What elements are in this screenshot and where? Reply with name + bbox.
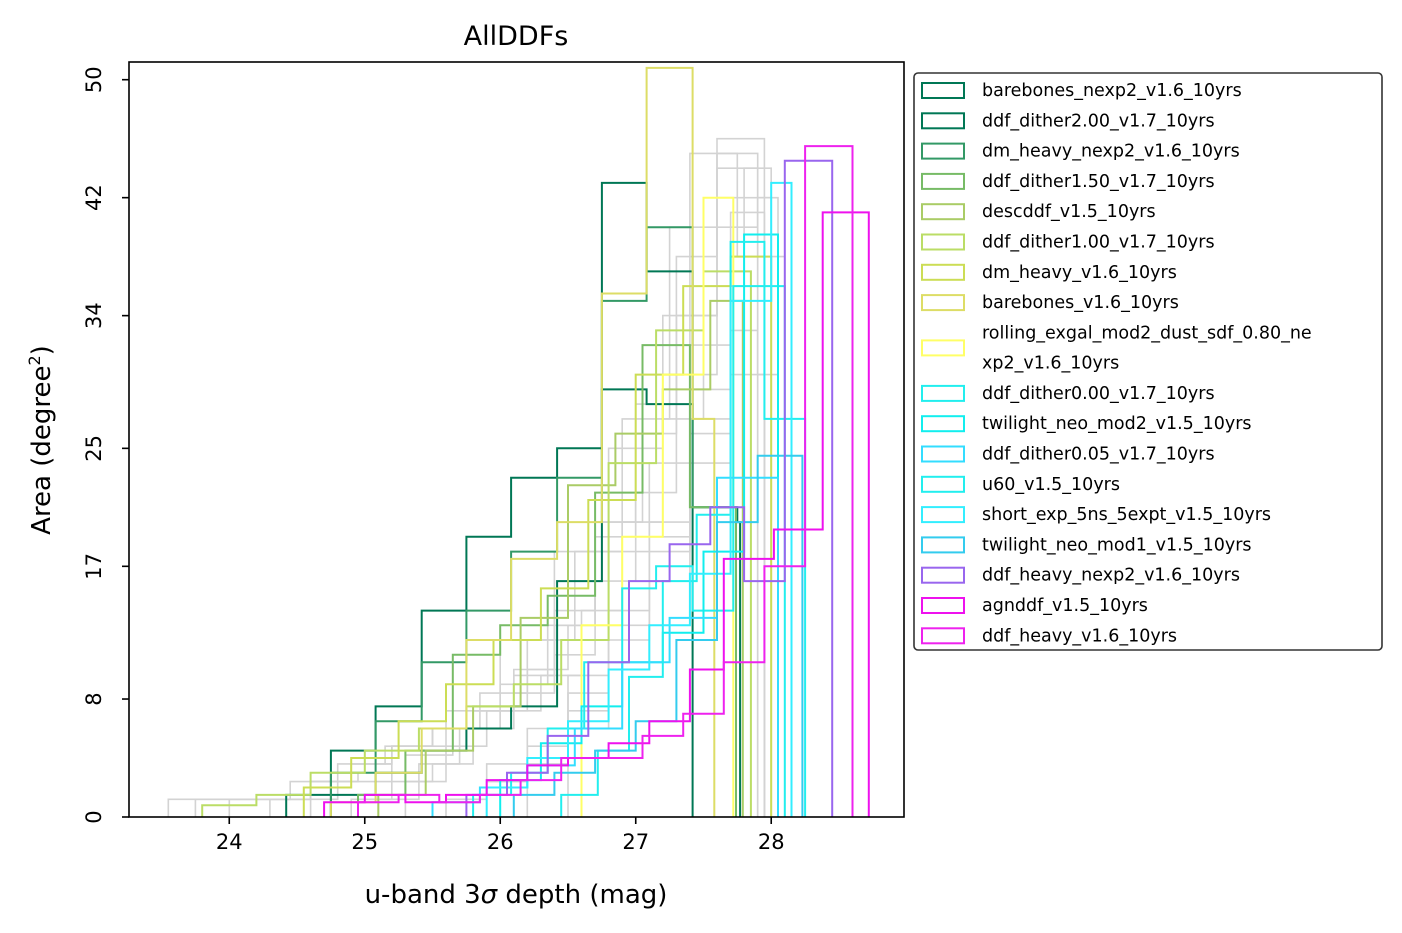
legend-label: dm_heavy_v1.6_10yrs bbox=[982, 263, 1177, 283]
legend-swatch bbox=[921, 445, 965, 463]
legend-item: ddf_heavy_v1.6_10yrs bbox=[921, 626, 1177, 646]
legend-item: ddf_dither0.00_v1.7_10yrs bbox=[921, 384, 1215, 404]
series-histogram-6 bbox=[302, 255, 773, 817]
legend-item: short_exp_5ns_5expt_v1.5_10yrs bbox=[921, 505, 1271, 525]
legend-label: twilight_neo_mod2_v1.5_10yrs bbox=[982, 414, 1252, 434]
y-axis-label-sup: 2 bbox=[25, 355, 44, 365]
legend-swatch bbox=[921, 384, 965, 402]
x-axis-label-prefix: u-band 3 bbox=[365, 880, 481, 910]
series-histogram-15 bbox=[465, 159, 834, 817]
legend-swatch bbox=[921, 597, 965, 614]
y-tick-label: 25 bbox=[82, 435, 106, 462]
legend-swatch bbox=[921, 566, 965, 584]
legend-label: ddf_dither0.05_v1.7_10yrs bbox=[982, 445, 1215, 465]
y-tick-label: 8 bbox=[82, 692, 106, 705]
legend-item: descddf_v1.5_10yrs bbox=[921, 202, 1156, 222]
legend-item: ddf_heavy_nexp2_v1.6_10yrs bbox=[921, 566, 1240, 586]
y-axis-label: Area (degree2) bbox=[25, 345, 57, 535]
legend-item: ddf_dither0.05_v1.7_10yrs bbox=[921, 445, 1215, 465]
y-tick-label: 17 bbox=[82, 553, 106, 580]
legend-item: rolling_exgal_mod2_dust_sdf_0.80_ne xp2_v… bbox=[921, 323, 1312, 373]
legend-swatch bbox=[921, 112, 965, 130]
legend-frame bbox=[913, 72, 1383, 651]
x-axis-label: u-band 3σ depth (mag) bbox=[365, 880, 668, 910]
legend-swatch bbox=[921, 339, 965, 357]
legend-label: descddf_v1.5_10yrs bbox=[982, 202, 1156, 222]
legend-item: dm_heavy_v1.6_10yrs bbox=[921, 263, 1177, 283]
legend: barebones_nexp2_v1.6_10yrs ddf_dither2.00… bbox=[913, 72, 1383, 651]
legend-label: ddf_heavy_v1.6_10yrs bbox=[982, 626, 1177, 646]
x-tick-label: 25 bbox=[351, 830, 378, 854]
y-tick-label: 34 bbox=[82, 302, 106, 329]
legend-swatch bbox=[921, 172, 965, 190]
legend-items: barebones_nexp2_v1.6_10yrs ddf_dither2.00… bbox=[921, 81, 1312, 646]
legend-swatch bbox=[921, 475, 965, 493]
legend-swatch bbox=[921, 263, 965, 281]
series-histogram-17 bbox=[357, 145, 854, 817]
legend-swatch bbox=[921, 82, 965, 99]
legend-item: barebones_nexp2_v1.6_10yrs bbox=[921, 81, 1242, 101]
legend-item: twilight_neo_mod2_v1.5_10yrs bbox=[921, 414, 1252, 434]
plot-frame bbox=[128, 61, 905, 818]
y-tick-label: 42 bbox=[82, 184, 106, 211]
x-tick-label: 28 bbox=[758, 830, 785, 854]
legend-label: ddf_dither1.50_v1.7_10yrs bbox=[982, 172, 1215, 192]
legend-label: rolling_exgal_mod2_dust_sdf_0.80_ne bbox=[982, 323, 1312, 343]
legend-label: barebones_v1.6_10yrs bbox=[982, 293, 1179, 313]
legend-swatch bbox=[921, 627, 965, 645]
y-axis: 0 8 17 25 34 42 50 bbox=[82, 66, 129, 824]
legend-swatch bbox=[921, 233, 965, 251]
x-tick-label: 24 bbox=[216, 830, 243, 854]
x-axis-label-sigma: σ bbox=[481, 880, 499, 910]
legend-label-continued: xp2_v1.6_10yrs bbox=[982, 353, 1119, 373]
legend-swatch bbox=[921, 536, 965, 554]
x-axis: 24 25 26 27 28 bbox=[216, 817, 785, 854]
x-tick-label: 26 bbox=[487, 830, 514, 854]
x-tick-label: 27 bbox=[622, 830, 649, 854]
series-histogram-12 bbox=[560, 240, 807, 817]
legend-label: ddf_dither2.00_v1.7_10yrs bbox=[982, 111, 1215, 131]
series-histograms bbox=[201, 66, 870, 817]
legend-swatch bbox=[921, 203, 965, 221]
legend-label: ddf_dither0.00_v1.7_10yrs bbox=[982, 384, 1215, 404]
legend-swatch bbox=[921, 506, 965, 524]
series-histogram-4 bbox=[377, 299, 744, 817]
legend-label: ddf_dither1.00_v1.7_10yrs bbox=[982, 233, 1215, 253]
series-histogram-3 bbox=[357, 344, 737, 817]
legend-item: u60_v1.5_10yrs bbox=[921, 475, 1120, 495]
legend-label: short_exp_5ns_5expt_v1.5_10yrs bbox=[982, 505, 1271, 525]
chart-title: AllDDFs bbox=[464, 21, 569, 52]
legend-label: u60_v1.5_10yrs bbox=[982, 475, 1120, 495]
y-tick-label: 0 bbox=[82, 810, 106, 823]
series-histogram-5 bbox=[201, 270, 752, 817]
series-histogram-13 bbox=[485, 181, 793, 817]
y-axis-label-suffix: ) bbox=[27, 345, 57, 355]
legend-label: twilight_neo_mod1_v1.5_10yrs bbox=[982, 535, 1252, 555]
legend-label: dm_heavy_nexp2_v1.6_10yrs bbox=[982, 142, 1240, 162]
series-histogram-7 bbox=[329, 66, 716, 817]
legend-item: ddf_dither1.00_v1.7_10yrs bbox=[921, 233, 1215, 253]
x-axis-label-suffix: depth (mag) bbox=[497, 880, 667, 910]
legend-item: barebones_v1.6_10yrs bbox=[921, 293, 1179, 313]
legend-item: ddf_dither1.50_v1.7_10yrs bbox=[921, 172, 1215, 192]
legend-item: twilight_neo_mod1_v1.5_10yrs bbox=[921, 535, 1252, 555]
legend-item: dm_heavy_nexp2_v1.6_10yrs bbox=[921, 142, 1240, 162]
legend-label: ddf_heavy_nexp2_v1.6_10yrs bbox=[982, 566, 1240, 586]
series-histogram-2 bbox=[329, 226, 737, 817]
legend-swatch bbox=[921, 294, 965, 312]
y-tick-label: 50 bbox=[82, 66, 106, 93]
series-histogram-9 bbox=[472, 285, 786, 817]
legend-swatch bbox=[921, 142, 965, 160]
legend-label: agnddf_v1.5_10yrs bbox=[982, 596, 1148, 616]
legend-item: ddf_dither2.00_v1.7_10yrs bbox=[921, 111, 1215, 131]
series-histogram-8 bbox=[580, 196, 735, 817]
y-axis-label-prefix: Area (degree bbox=[27, 365, 57, 534]
legend-label: barebones_nexp2_v1.6_10yrs bbox=[982, 81, 1242, 101]
series-histogram-0 bbox=[285, 181, 694, 817]
legend-item: agnddf_v1.5_10yrs bbox=[921, 596, 1148, 616]
legend-swatch bbox=[921, 415, 965, 433]
